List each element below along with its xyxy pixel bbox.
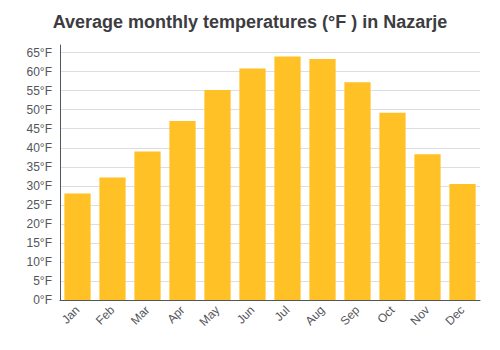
svg-text:Average monthly temperatures (: Average monthly temperatures (°F ) in Na…: [53, 12, 448, 32]
svg-text:Jul: Jul: [272, 303, 293, 324]
svg-text:Oct: Oct: [374, 303, 398, 327]
svg-text:5°F: 5°F: [33, 274, 52, 288]
svg-text:Apr: Apr: [164, 303, 187, 326]
svg-text:20°F: 20°F: [27, 217, 52, 231]
svg-text:45°F: 45°F: [27, 122, 52, 136]
svg-text:Nov: Nov: [407, 303, 432, 328]
svg-text:60°F: 60°F: [27, 65, 52, 79]
svg-text:10°F: 10°F: [27, 255, 52, 269]
svg-text:Sep: Sep: [337, 303, 362, 328]
svg-text:Jan: Jan: [59, 303, 83, 327]
svg-text:40°F: 40°F: [27, 141, 52, 155]
svg-text:15°F: 15°F: [27, 236, 52, 250]
svg-text:50°F: 50°F: [27, 103, 52, 117]
svg-text:May: May: [197, 303, 223, 329]
svg-text:0°F: 0°F: [33, 293, 52, 307]
svg-text:Mar: Mar: [128, 303, 153, 327]
svg-text:Feb: Feb: [93, 303, 118, 328]
svg-text:55°F: 55°F: [27, 84, 52, 98]
svg-text:30°F: 30°F: [27, 179, 52, 193]
svg-text:65°F: 65°F: [27, 46, 52, 60]
svg-text:Dec: Dec: [442, 303, 467, 328]
svg-text:Jun: Jun: [234, 303, 258, 327]
svg-text:25°F: 25°F: [27, 198, 52, 212]
svg-text:35°F: 35°F: [27, 160, 52, 174]
svg-text:Aug: Aug: [302, 303, 327, 328]
